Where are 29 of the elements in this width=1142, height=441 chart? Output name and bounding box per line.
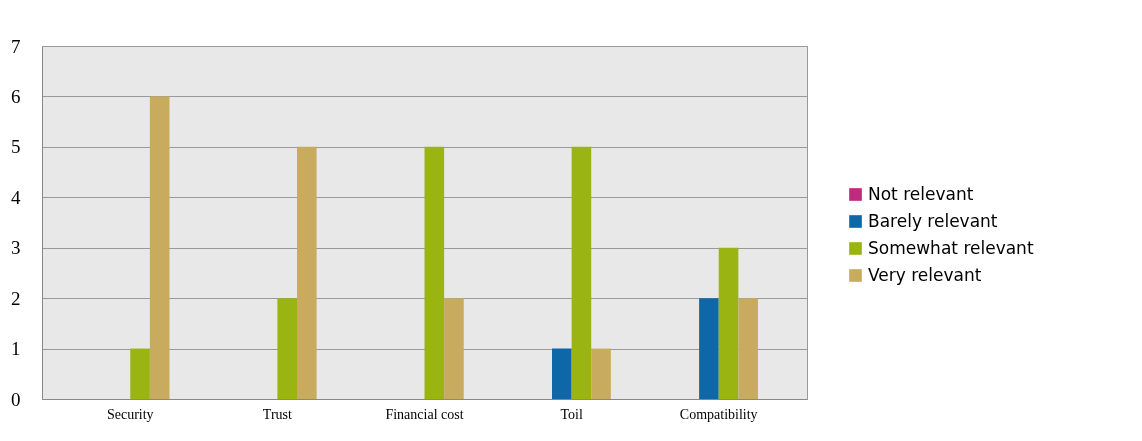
y-tick-label: 4 (11, 186, 21, 208)
y-tick-label: 1 (11, 338, 21, 360)
y-tick-label: 0 (11, 388, 21, 410)
bar (738, 298, 758, 399)
bar (699, 298, 719, 399)
bar (277, 298, 297, 399)
x-tick-label: Trust (262, 406, 293, 422)
bar (297, 146, 317, 399)
bar (130, 348, 150, 399)
legend-label: Somewhat relevant (868, 237, 1034, 258)
legend-label: Not relevant (868, 183, 974, 204)
bar (571, 146, 592, 399)
bar (149, 96, 170, 399)
x-tick-label: Compatibility (679, 406, 758, 422)
bar (591, 348, 611, 399)
x-tick-label: Toil (560, 406, 583, 422)
y-tick-label: 7 (11, 35, 21, 57)
y-tick-label: 6 (11, 85, 21, 107)
y-tick-label: 2 (11, 287, 21, 309)
bar (444, 298, 464, 399)
x-tick-label: Security (106, 406, 154, 422)
x-tick-label: Financial cost (385, 406, 464, 422)
bar (424, 146, 445, 399)
legend-label: Very relevant (868, 264, 982, 285)
y-tick-label: 5 (11, 136, 21, 158)
y-tick-label: 3 (11, 237, 21, 259)
legend-label: Barely relevant (868, 210, 998, 231)
bar (718, 247, 739, 399)
bar (552, 348, 572, 399)
